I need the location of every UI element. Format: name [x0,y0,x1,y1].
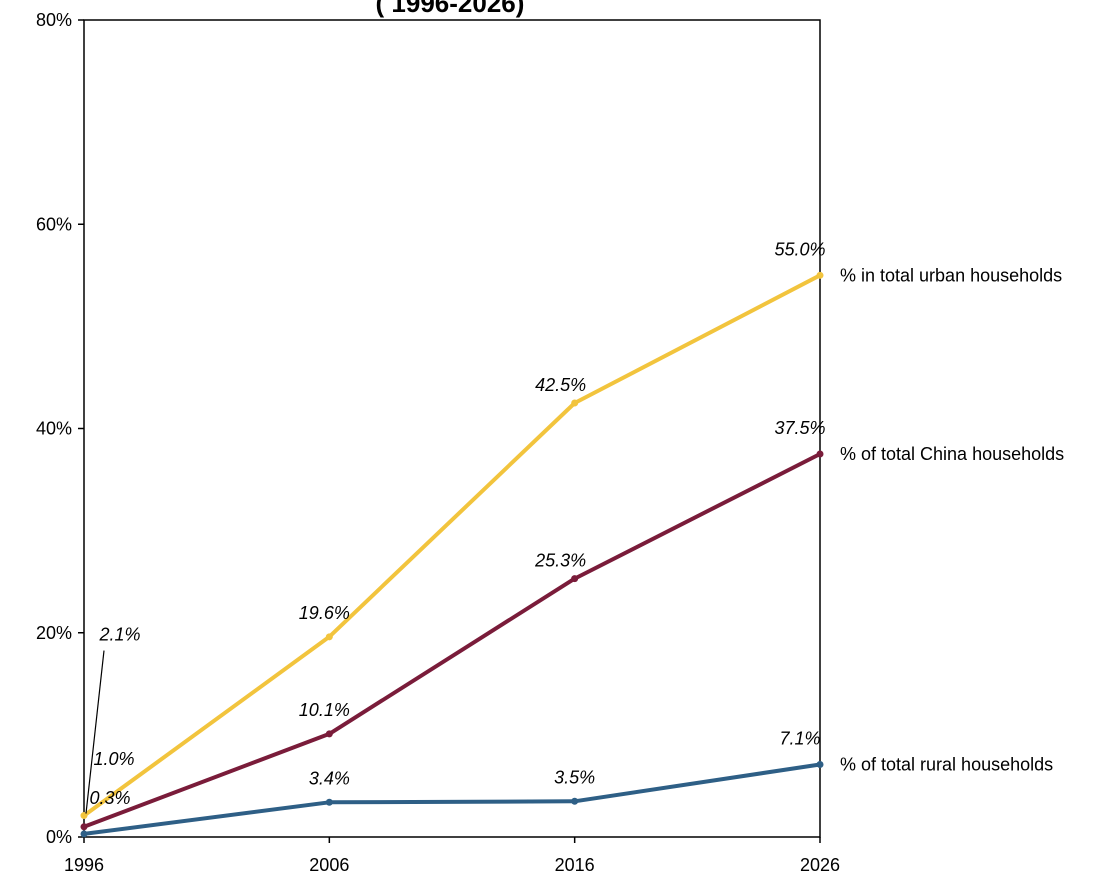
data-point [816,450,824,458]
data-point [816,760,824,768]
data-point [325,798,333,806]
data-point [325,730,333,738]
x-tick-label: 2026 [800,855,840,875]
series-line [83,762,821,836]
data-label: 0.3% [89,788,130,808]
series-line [82,273,821,818]
data-label: 3.5% [554,767,595,787]
data-point [571,575,579,583]
data-label: 3.4% [309,768,350,788]
x-tick-label: 2006 [309,855,349,875]
series-name-label: % of total China households [840,444,1064,464]
series-layer [80,271,824,838]
axes: 0% 20% 40% 60% 80% 1996 2006 2016 2026 [36,10,840,875]
leader-line [85,650,105,814]
data-point [571,797,579,805]
series-line [83,452,821,829]
data-label: 55.0% [774,239,825,259]
data-point [325,633,333,641]
data-label: 42.5% [535,375,586,395]
data-label: 25.3% [534,551,586,571]
y-tick-label: 20% [36,623,72,643]
data-labels: 2.1% 19.6% 42.5% 55.0% % in total urban hous… [85,239,1064,814]
data-point [80,823,88,831]
data-label: 10.1% [299,700,350,720]
y-tick-label: 80% [36,10,72,30]
y-tick-label: 0% [46,827,72,847]
data-point [80,812,88,820]
x-tick-label: 1996 [64,855,104,875]
y-tick-label: 40% [36,419,72,439]
plot-area-border [83,19,821,838]
data-point [80,830,88,838]
series-name-label: % of total rural households [840,754,1053,774]
y-tick-label: 60% [36,214,72,234]
data-label: 37.5% [774,418,825,438]
x-tick-label: 2016 [555,855,595,875]
data-label: 7.1% [779,728,820,748]
data-point [571,399,579,407]
data-point [816,271,824,279]
chart-title: ( 1996-2026) [376,0,525,18]
data-label: 1.0% [93,749,134,769]
series-name-label: % in total urban households [840,265,1062,285]
data-label: 2.1% [98,625,140,645]
data-label: 19.6% [299,603,350,623]
